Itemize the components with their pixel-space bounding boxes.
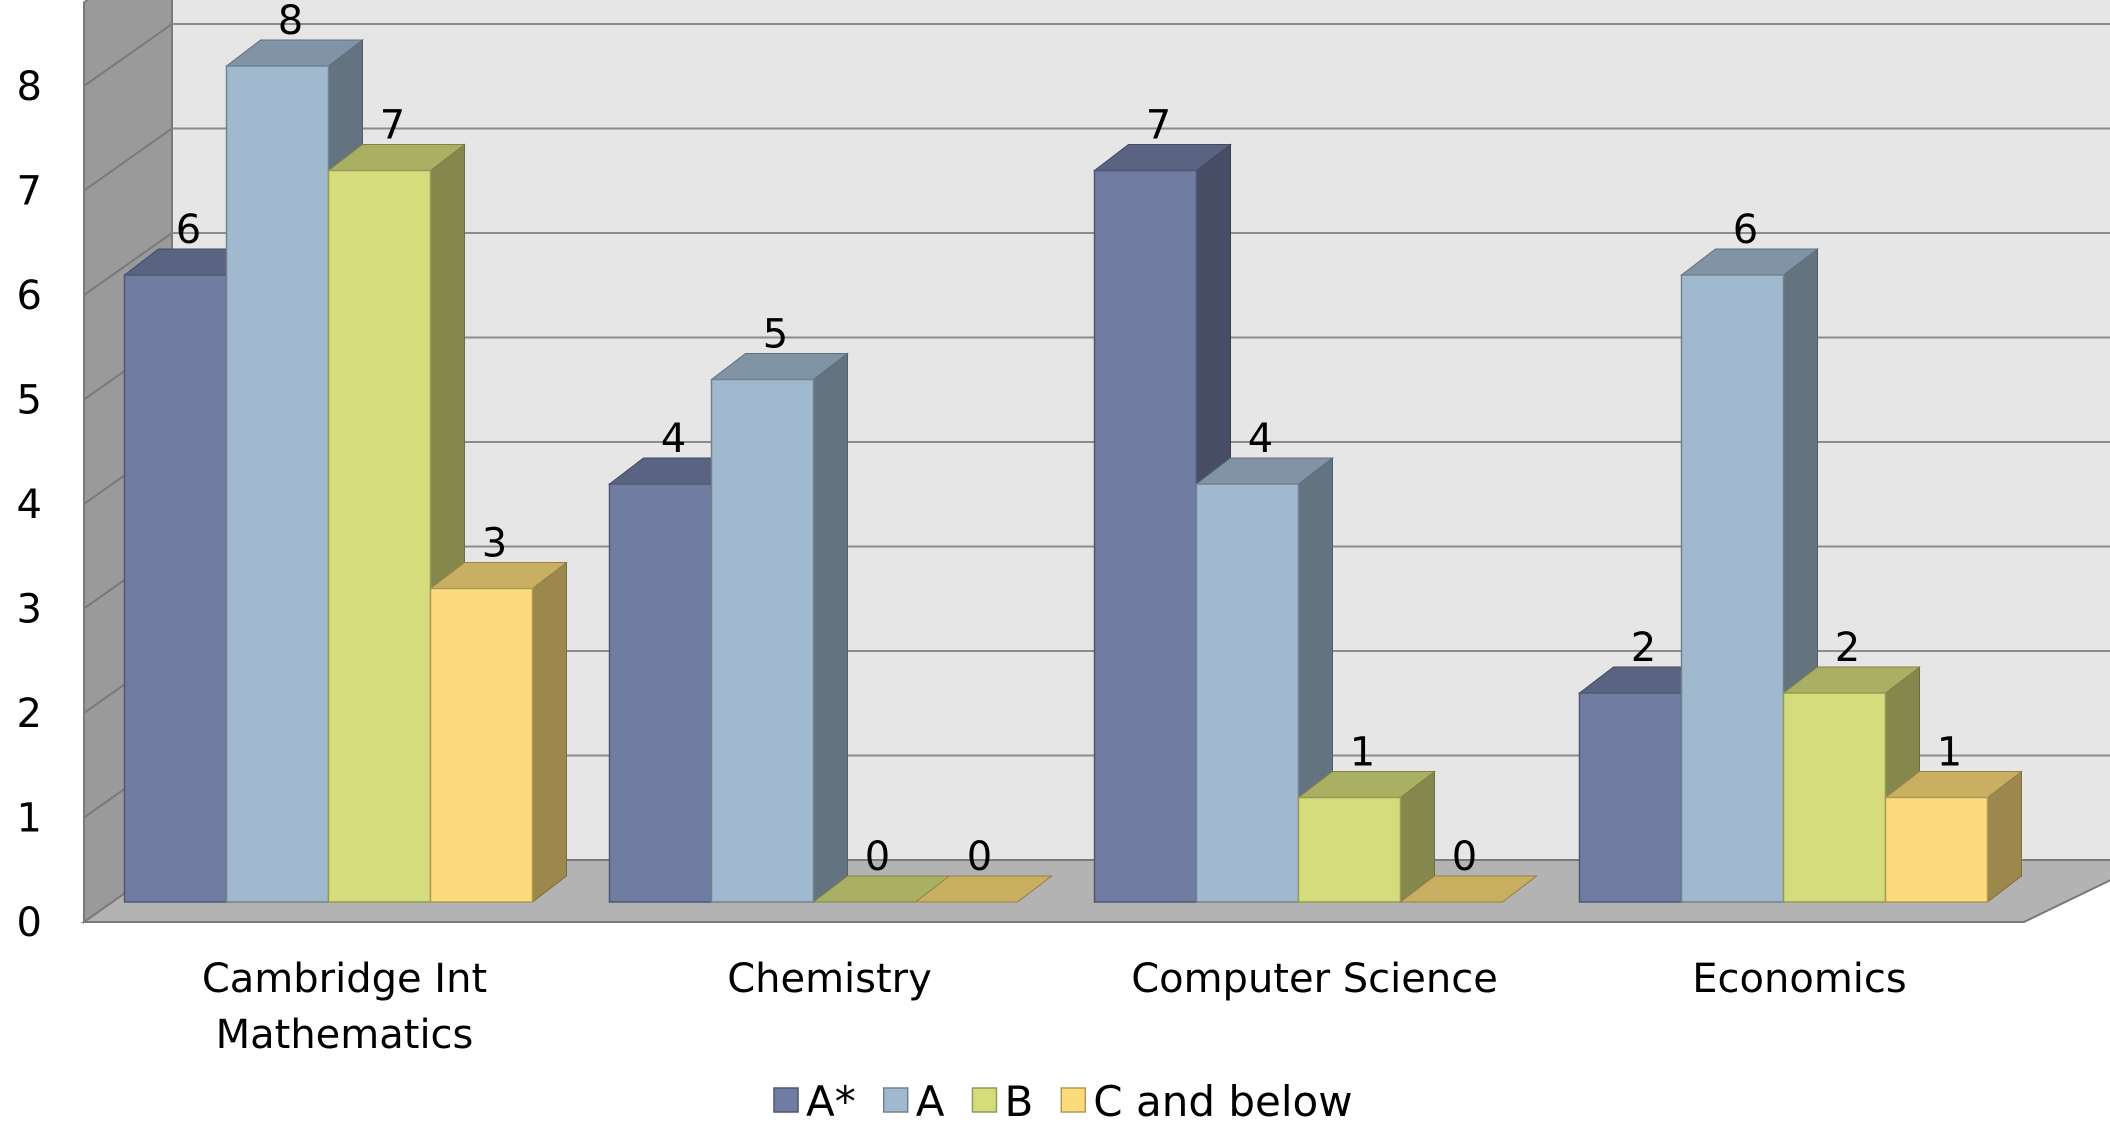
legend: A* A B C and below bbox=[773, 1077, 1353, 1126]
gridline-side bbox=[83, 23, 173, 87]
bar bbox=[1297, 770, 1436, 904]
bar bbox=[710, 352, 849, 904]
bar-front bbox=[1297, 796, 1402, 903]
bar-front bbox=[1195, 483, 1300, 903]
data-label: 0 bbox=[865, 834, 890, 880]
data-label: 5 bbox=[763, 312, 788, 358]
bar-side bbox=[813, 352, 848, 904]
data-label: 1 bbox=[1350, 730, 1375, 776]
category-label: Economics bbox=[1692, 956, 1906, 1002]
legend-swatch bbox=[882, 1087, 909, 1113]
category-label-line: Mathematics bbox=[216, 1012, 474, 1058]
bar-front bbox=[225, 65, 330, 903]
y-tick-label: 8 bbox=[17, 64, 42, 110]
y-tick-label: 7 bbox=[17, 169, 42, 215]
legend-swatch bbox=[773, 1087, 799, 1113]
data-label: 0 bbox=[967, 834, 992, 880]
category-label-line: Computer Science bbox=[1131, 956, 1498, 1002]
y-tick-label: 6 bbox=[17, 273, 42, 319]
bar bbox=[1884, 770, 2023, 904]
legend-swatch bbox=[971, 1087, 998, 1113]
y-tick-label: 0 bbox=[17, 900, 42, 946]
bar-front bbox=[710, 378, 815, 903]
legend-label: A* bbox=[806, 1077, 856, 1126]
data-label: 6 bbox=[1733, 207, 1758, 253]
bar-front bbox=[1782, 692, 1887, 903]
bar-top bbox=[1399, 875, 1538, 903]
bar-front bbox=[123, 274, 228, 903]
legend-label: C and below bbox=[1093, 1077, 1352, 1126]
data-label: 6 bbox=[176, 207, 201, 253]
bar-front bbox=[608, 483, 713, 903]
data-label: 2 bbox=[1631, 625, 1656, 671]
bar-front bbox=[1093, 169, 1198, 903]
bar-front bbox=[327, 169, 432, 903]
data-label: 2 bbox=[1835, 625, 1860, 671]
data-label: 3 bbox=[482, 521, 507, 567]
category-label-line: Economics bbox=[1692, 956, 1906, 1002]
data-label: 7 bbox=[1146, 103, 1171, 149]
legend-label: B bbox=[1004, 1077, 1033, 1126]
data-label: 8 bbox=[278, 0, 303, 44]
bar bbox=[327, 143, 466, 904]
bar-front bbox=[1680, 274, 1785, 903]
bar-front bbox=[1884, 796, 1989, 903]
y-tick-label: 3 bbox=[17, 587, 42, 633]
y-axis-ticks: 0 1 2 3 4 5 6 7 8 bbox=[17, 64, 42, 946]
data-label: 4 bbox=[1248, 416, 1273, 462]
gridline-side bbox=[83, 232, 173, 296]
bar-top bbox=[914, 875, 1053, 903]
data-label: 4 bbox=[661, 416, 686, 462]
y-tick-label: 2 bbox=[17, 691, 42, 737]
bars bbox=[123, 38, 2023, 904]
y-tick-label: 5 bbox=[17, 378, 42, 424]
data-label: 1 bbox=[1937, 730, 1962, 776]
category-label-line: Cambridge Int bbox=[202, 956, 487, 1002]
category-label-line: Chemistry bbox=[727, 956, 932, 1002]
y-tick-label: 4 bbox=[17, 482, 42, 528]
data-label: 0 bbox=[1452, 834, 1477, 880]
bar bbox=[914, 875, 1053, 903]
data-labels: 6 8 7 3 4 5 0 0 7 4 1 0 2 6 2 1 bbox=[176, 0, 1962, 880]
category-label: Chemistry bbox=[727, 956, 932, 1002]
category-labels: Cambridge Int Mathematics Chemistry Compute… bbox=[202, 956, 1907, 1058]
bar-side bbox=[532, 561, 567, 904]
legend-swatch bbox=[1060, 1087, 1087, 1113]
bar bbox=[429, 561, 568, 904]
category-label: Computer Science bbox=[1131, 956, 1498, 1002]
bar bbox=[1399, 875, 1538, 903]
bar-front bbox=[429, 587, 534, 903]
data-label: 7 bbox=[380, 103, 405, 149]
bar-front bbox=[1578, 692, 1683, 903]
legend-label: A bbox=[916, 1077, 945, 1126]
category-label: Cambridge Int Mathematics bbox=[202, 956, 487, 1058]
y-tick-label: 1 bbox=[17, 796, 42, 842]
gridline-side bbox=[83, 127, 173, 192]
